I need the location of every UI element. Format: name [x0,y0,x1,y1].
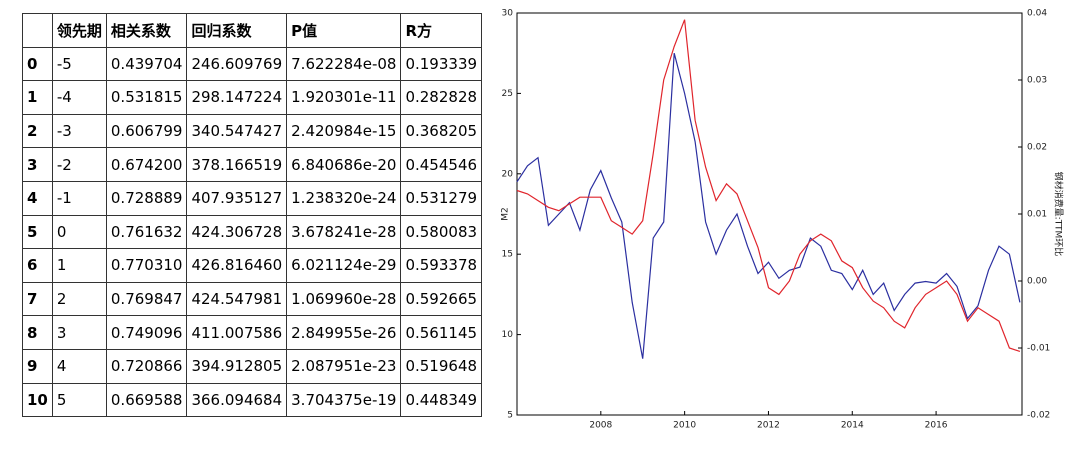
y-axis-label: M2 [501,207,511,221]
cell: 0.368205 [400,113,483,149]
cell: 2.849955e-26 [286,315,402,350]
table-row: 4 -1 0.728889 407.935127 1.238320e-24 0.53127… [22,180,483,216]
y2-tick-label: 0.04 [1027,9,1047,19]
x-tick-label: 2016 [925,421,948,431]
cell: 0.761632 [105,214,188,250]
cell: 0.593378 [400,248,483,283]
row-index: 7 [22,281,53,317]
y2-axis-label: 钢材消费量:TTM环比 [1053,172,1065,257]
cell: 1.238320e-24 [286,180,402,216]
cell: 1 [51,248,107,283]
row-index: 10 [22,382,53,418]
row-index: 6 [22,248,53,283]
cell: -1 [51,180,107,216]
cell: 426.816460 [186,248,288,283]
table-row: 0 -5 0.439704 246.609769 7.622284e-08 0.19333… [22,46,483,82]
y2-tick-label: 0.03 [1027,76,1047,86]
y2-tick-label: -0.02 [1027,411,1050,421]
cell: -5 [51,46,107,82]
x-tick-label: 2010 [673,421,696,431]
cell: 1.069960e-28 [286,281,402,317]
series-line [516,19,1021,352]
cell: 340.547427 [186,113,288,149]
cell: 6.021124e-29 [286,248,402,283]
y-tick-label: 30 [502,9,514,19]
cell: -3 [51,113,107,149]
cell: 0.720866 [105,348,188,384]
stats-table: 领先期 相关系数 回归系数 P值 R方 0 -5 0.439704 246.609769 7.62… [22,13,483,418]
cell: 3.704375e-19 [286,382,402,418]
cell: 0.531815 [105,80,188,115]
cell: 378.166519 [186,147,288,182]
row-index: 1 [22,80,53,115]
table-row: 3 -2 0.674200 378.166519 6.840686e-20 0.45454… [22,147,483,182]
cell: 0.519648 [400,348,483,384]
table-row: 10 5 0.669588 366.094684 3.704375e-19 0.44834… [22,382,483,418]
header-cell: R方 [400,13,483,48]
cell: 0.193339 [400,46,483,82]
cell: -2 [51,147,107,182]
cell: 424.547981 [186,281,288,317]
y2-tick-label: 0.01 [1027,210,1047,220]
cell: 0.531279 [400,180,483,216]
y-tick-label: 5 [507,411,513,421]
row-index: 4 [22,180,53,216]
cell: 0.580083 [400,214,483,250]
cell: 424.306728 [186,214,288,250]
row-index: 9 [22,348,53,384]
cell: 0.448349 [400,382,483,418]
y-tick-label: 15 [502,250,513,260]
cell: 4 [51,348,107,384]
y2-tick-label: 0.02 [1027,143,1047,153]
y2-tick-label: 0.00 [1027,277,1047,287]
cell: 366.094684 [186,382,288,418]
cell: 246.609769 [186,46,288,82]
row-index: 3 [22,147,53,182]
cell: 5 [51,382,107,418]
header-cell: 回归系数 [186,13,288,48]
cell: 6.840686e-20 [286,147,402,182]
y2-tick-label: -0.01 [1027,344,1050,354]
cell: 0.592665 [400,281,483,317]
x-tick-label: 2014 [841,421,864,431]
cell: 0.728889 [105,180,188,216]
series-line [516,53,1021,359]
y-tick-label: 10 [502,330,514,340]
cell: 0.749096 [105,315,188,350]
cell: 2.420984e-15 [286,113,402,149]
cell: 0.606799 [105,113,188,149]
cell: 2.087951e-23 [286,348,402,384]
row-index: 0 [22,46,53,82]
cell: 3.678241e-28 [286,214,402,250]
cell: 411.007586 [186,315,288,350]
cell: 0.674200 [105,147,188,182]
table-row: 8 3 0.749096 411.007586 2.849955e-26 0.561145 [22,315,483,350]
cell: 0.769847 [105,281,188,317]
y-tick-label: 25 [502,89,513,99]
table-row: 2 -3 0.606799 340.547427 2.420984e-15 0.36820… [22,113,483,149]
cell: 394.912805 [186,348,288,384]
cell: 0.454546 [400,147,483,182]
cell: 0.282828 [400,80,483,115]
cell: 298.147224 [186,80,288,115]
x-tick-label: 2008 [589,421,612,431]
x-tick-label: 2012 [757,421,780,431]
plot-frame [516,12,1023,416]
cell: 1.920301e-11 [286,80,402,115]
cell: 7.622284e-08 [286,46,402,82]
y-tick-label: 20 [502,169,514,179]
cell: 0.669588 [105,382,188,418]
table-row: 9 4 0.720866 394.912805 2.087951e-23 0.519648 [22,348,483,384]
